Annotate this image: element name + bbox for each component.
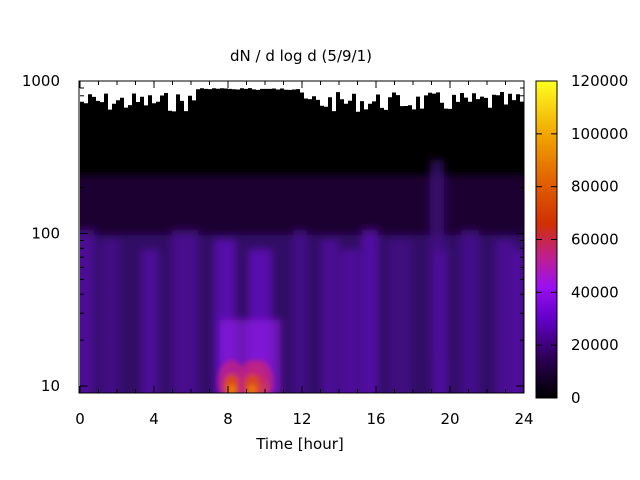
hotspot-core	[244, 374, 261, 393]
x-axis: 0 4 8 12 16 20 24	[75, 81, 534, 428]
x-tick-label: 0	[75, 410, 85, 428]
y-tick-label: 10	[41, 377, 60, 395]
heatmap-streak	[172, 230, 198, 393]
hotspot-peak	[227, 384, 236, 393]
colorbar-tick-label: 100000	[571, 125, 628, 143]
heatmap-streak	[80, 230, 94, 393]
x-tick-label: 24	[514, 410, 533, 428]
heatmap-streak	[340, 250, 360, 393]
colorbar-axis: 0 20000 40000 60000 80000 100000 120000	[536, 72, 628, 407]
colorbar-tick-label: 80000	[571, 178, 619, 196]
x-axis-label: Time [hour]	[255, 435, 344, 453]
x-tick-label: 16	[366, 410, 385, 428]
heatmap-streak	[101, 240, 119, 393]
colorbar-tick-label: 0	[571, 389, 581, 407]
colorbar-tick-label: 120000	[571, 72, 628, 90]
heatmap-streak	[430, 160, 444, 360]
heatmap-hotspots	[217, 360, 274, 393]
x-tick-label: 20	[440, 410, 459, 428]
y-tick-label: 100	[31, 225, 60, 243]
colorbar-tick-label: 20000	[571, 336, 619, 354]
x-tick-label: 12	[292, 410, 311, 428]
heatmap-streak	[362, 230, 378, 393]
heatmap-streak	[461, 230, 479, 393]
colorbar-tick-label: 40000	[571, 283, 619, 301]
heatmap-streak	[389, 240, 411, 393]
x-tick-label: 4	[149, 410, 159, 428]
heatmap-streak	[496, 240, 514, 393]
heatmap-fields	[80, 160, 524, 393]
y-axis: 10 100 1000	[22, 72, 524, 395]
heatmap-streak	[142, 250, 158, 393]
x-tick-label: 8	[223, 410, 233, 428]
heatmap-streak	[322, 240, 338, 393]
y-tick-label: 1000	[22, 72, 60, 90]
heatmap-streak	[293, 230, 307, 393]
hotspot-peak	[248, 384, 257, 393]
chart-title: dN / d log d (5/9/1)	[230, 47, 372, 65]
plot-area	[80, 81, 524, 393]
colorbar-tick-label: 60000	[571, 231, 619, 249]
heatmap-streak	[514, 250, 522, 393]
